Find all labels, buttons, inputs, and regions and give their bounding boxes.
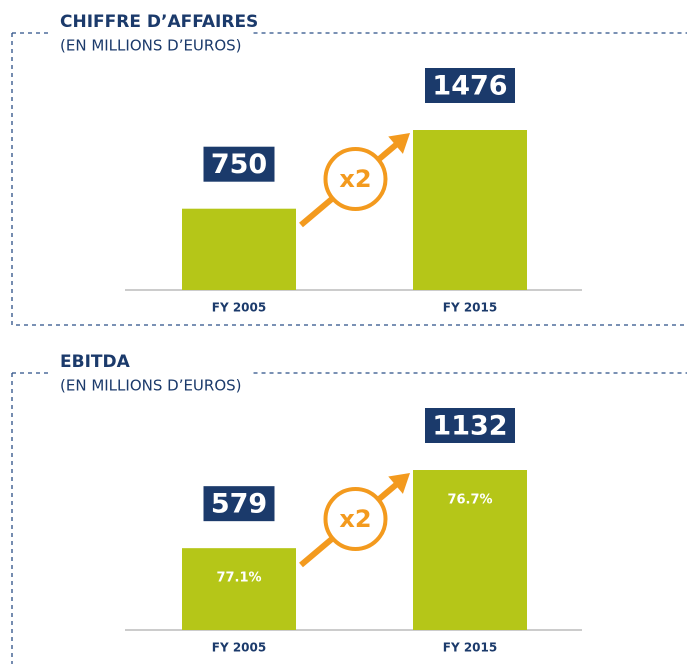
inner-label: 77.1% — [216, 571, 261, 586]
x-tick-label: FY 2005 — [212, 641, 266, 655]
annotation-circle — [323, 487, 388, 551]
value-box — [203, 486, 275, 522]
value-box — [203, 146, 275, 182]
bar — [182, 208, 296, 290]
arrow-head — [388, 133, 410, 154]
value-box — [425, 68, 515, 103]
x-tick-label: FY 2015 — [443, 641, 497, 655]
value-label: 750 — [211, 149, 267, 180]
chart-title: CHIFFRE D’AFFAIRES — [60, 12, 258, 32]
frame — [11, 372, 687, 664]
value-label: 1476 — [432, 71, 507, 102]
bar — [182, 548, 296, 630]
arrow-head — [388, 473, 410, 494]
frame — [11, 32, 687, 326]
chart-subtitle: (EN MILLIONS D’EUROS) — [60, 377, 242, 395]
value-box — [425, 408, 515, 443]
x-tick-label: FY 2015 — [443, 301, 497, 315]
bar — [413, 130, 527, 290]
bar — [413, 470, 527, 630]
chart-subtitle: (EN MILLIONS D’EUROS) — [60, 37, 242, 55]
value-label: 1132 — [432, 411, 507, 442]
value-label: 579 — [211, 489, 267, 520]
x-tick-label: FY 2005 — [212, 301, 266, 315]
chart-title: EBITDA — [60, 352, 131, 372]
annotation-circle — [323, 147, 388, 211]
annotation: x2 — [339, 505, 371, 533]
annotation: x2 — [339, 165, 371, 193]
inner-label: 76.7% — [447, 493, 492, 508]
